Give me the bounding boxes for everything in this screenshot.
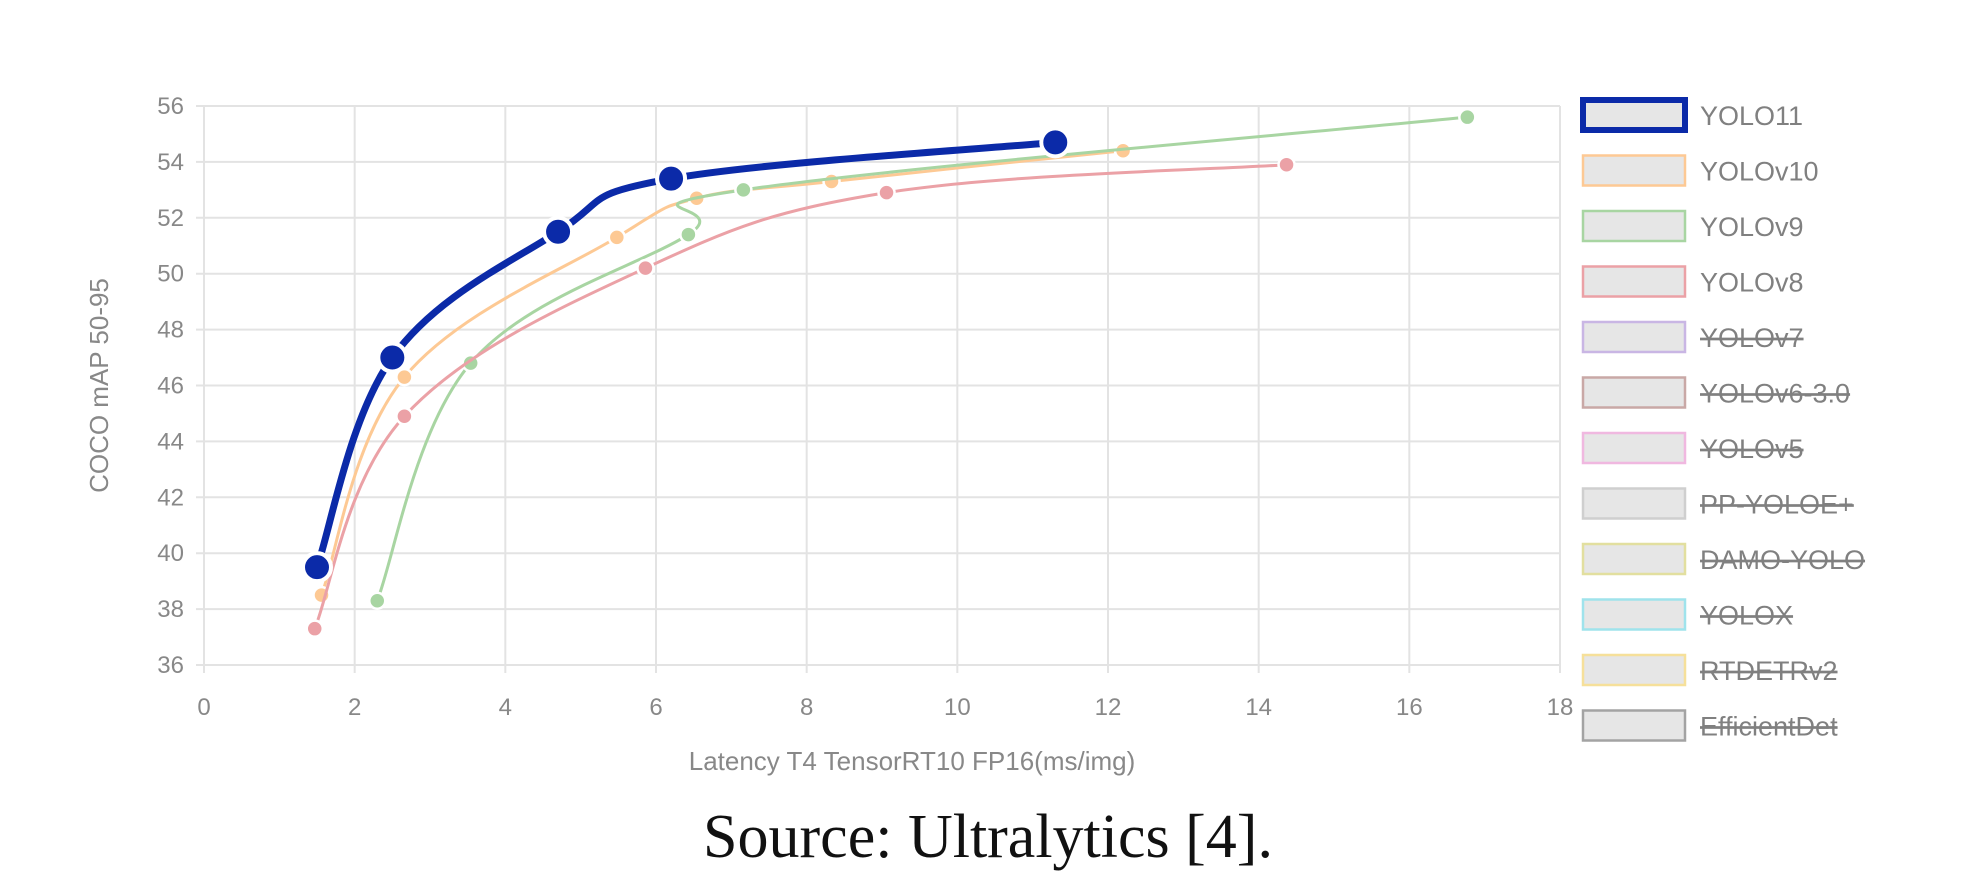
legend-label-yolov7[interactable]: YOLOv7 [1700,323,1804,353]
x-tick-label: 2 [348,694,361,721]
legend-label-yolov6-3-0[interactable]: YOLOv6-3.0 [1700,379,1850,409]
legend-swatch-yolox[interactable] [1581,598,1687,631]
series-line-yolov9 [375,115,1469,603]
legend-label-yolov8[interactable]: YOLOv8 [1700,268,1804,298]
y-tick-label: 52 [157,205,184,232]
legend-label-damo-yolo[interactable]: DAMO-YOLO [1700,545,1865,575]
legend-label-rtdetrv2[interactable]: RTDETRv2 [1700,656,1838,686]
legend-swatch-yolo11[interactable] [1580,97,1688,133]
data-point-yolov8 [395,406,414,426]
x-tick-label: 14 [1245,694,1272,721]
legend-label-yolo11[interactable]: YOLO11 [1700,101,1803,131]
y-tick-label: 38 [157,596,184,623]
y-tick-label: 48 [157,317,184,344]
x-tick-label: 12 [1095,694,1122,721]
legend-swatch-yolov10[interactable] [1581,154,1687,187]
x-tick-label: 0 [197,694,210,721]
x-tick-label: 8 [800,694,813,721]
data-point-yolov10 [822,172,841,191]
legend-label-pp-yoloe-[interactable]: PP-YOLOE+ [1700,490,1854,520]
series-line-yolov10 [320,149,1125,597]
x-tick-label: 4 [499,694,512,721]
x-tick-label: 18 [1547,694,1574,721]
data-point-yolov8 [636,258,655,278]
data-point-yolov9 [1458,107,1477,127]
y-tick-label: 44 [157,428,184,455]
data-point-yolo11 [655,162,688,195]
legend-label-yolov5[interactable]: YOLOv5 [1700,434,1804,464]
legend-swatch-efficientdet[interactable] [1581,709,1687,742]
data-point-yolov10 [395,367,414,387]
legend-swatch-yolov7[interactable] [1581,320,1687,354]
y-tick-label: 46 [157,373,184,400]
data-point-yolov9 [734,180,753,200]
legend-swatch-rtdetrv2[interactable] [1581,653,1687,687]
data-point-yolo11 [542,215,575,248]
legend-label-yolov10[interactable]: YOLOv10 [1700,157,1819,187]
legend-swatch-yolov6-3-0[interactable] [1581,376,1687,409]
y-tick-label: 40 [157,540,184,567]
legend-swatch-damo-yolo[interactable] [1581,542,1687,576]
legend-swatch-yolov5[interactable] [1581,431,1687,465]
legend-label-yolox[interactable]: YOLOX [1700,601,1793,631]
y-axis-title: COCO mAP 50-95 [84,278,114,493]
legend-label-efficientdet[interactable]: EfficientDet [1700,712,1838,742]
x-tick-label: 16 [1396,694,1423,721]
data-point-yolov9 [679,225,698,244]
data-point-yolov8 [1277,155,1296,174]
x-tick-label: 6 [649,694,662,721]
data-point-yolov10 [607,228,627,247]
legend-swatch-yolov8[interactable] [1581,265,1687,298]
y-tick-label: 42 [157,484,184,511]
x-tick-label: 10 [944,694,971,721]
data-point-yolo11 [1039,126,1072,159]
y-tick-label: 56 [157,93,184,120]
data-point-yolov8 [877,183,896,202]
x-axis-title: Latency T4 TensorRT10 FP16(ms/img) [689,746,1136,776]
legend-swatch-yolov9[interactable] [1581,209,1687,243]
data-point-yolov8 [305,619,324,638]
legend-label-yolov9[interactable]: YOLOv9 [1700,212,1804,242]
data-point-yolov9 [368,591,387,610]
data-point-yolo11 [301,551,333,584]
legend-swatch-pp-yoloe-[interactable] [1581,487,1687,520]
y-tick-label: 36 [157,652,184,679]
data-point-yolo11 [376,341,409,374]
y-tick-label: 54 [157,149,184,176]
figure-caption: Source: Ultralytics [4]. [703,803,1273,871]
y-tick-label: 50 [157,261,184,288]
series-line-yolov8 [313,163,1289,631]
